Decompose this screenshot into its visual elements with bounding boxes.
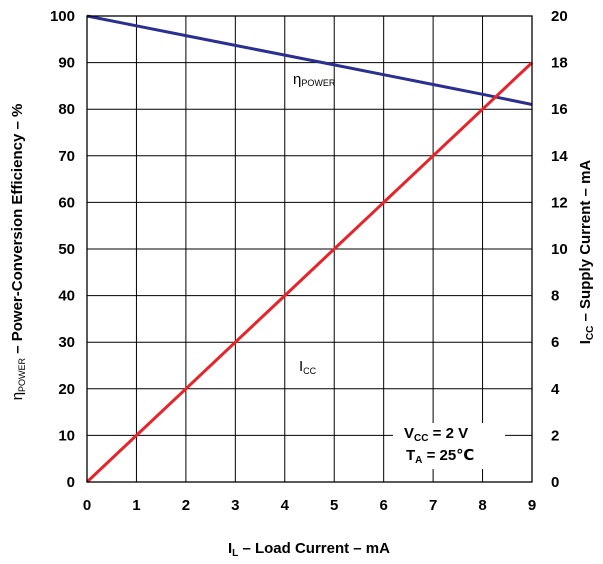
y-right-tick-label: 6	[551, 334, 559, 351]
y-left-tick-label: 30	[58, 334, 75, 351]
y-left-tick-label: 10	[58, 427, 75, 444]
y-right-axis-title: ICC – Supply Current – mA	[577, 160, 596, 345]
x-tick-label: 1	[132, 497, 140, 514]
y-right-tick-label: 8	[551, 288, 559, 305]
y-right-tick-label: 12	[551, 194, 568, 211]
y-right-tick-labels: 0 2 4 6 8 10 12 14 16 18 20	[551, 8, 568, 491]
x-tick-label: 9	[528, 497, 536, 514]
series-label-supply-current: ICC	[299, 358, 317, 376]
x-tick-labels: 0 1 2 3 4 5 6 7 8 9	[83, 497, 536, 514]
y-left-tick-label: 70	[58, 148, 75, 165]
series-line-supply-current	[85, 61, 534, 484]
x-axis-title: IL – Load Current – mA	[228, 540, 390, 559]
condition-ta: TA = 25℃	[406, 447, 474, 466]
x-tick-label: 2	[182, 497, 190, 514]
x-tick-label: 0	[83, 497, 91, 514]
series-lines	[85, 14, 534, 484]
y-right-tick-label: 2	[551, 427, 559, 444]
y-left-tick-label: 80	[58, 101, 75, 118]
y-left-tick-label: 90	[58, 55, 75, 72]
y-right-tick-label: 4	[551, 381, 560, 398]
y-left-tick-label: 100	[50, 8, 75, 25]
y-left-tick-labels: 0 10 20 30 40 50 60 70 80 90 100	[50, 8, 75, 491]
condition-vcc: VCC = 2 V	[404, 425, 468, 444]
x-tick-label: 3	[231, 497, 239, 514]
series-line-efficiency	[86, 14, 533, 106]
y-left-tick-label: 50	[58, 241, 75, 258]
y-right-tick-label: 10	[551, 241, 568, 258]
y-right-tick-label: 20	[551, 8, 568, 25]
y-right-tick-label: 16	[551, 101, 568, 118]
x-tick-label: 8	[478, 497, 486, 514]
y-right-tick-label: 14	[551, 148, 568, 165]
x-tick-label: 6	[379, 497, 387, 514]
y-left-axis-title: ηPOWER – Power-Conversion Efficiency – %	[9, 104, 27, 401]
series-label-efficiency: ηPOWER	[293, 71, 336, 88]
x-tick-label: 5	[330, 497, 338, 514]
y-left-tick-label: 40	[58, 288, 75, 305]
y-left-tick-label: 0	[67, 474, 75, 491]
y-right-tick-label: 18	[551, 55, 568, 72]
plot-frame	[86, 15, 533, 483]
y-left-tick-label: 60	[58, 194, 75, 211]
y-right-tick-label: 0	[551, 474, 559, 491]
conditions-box	[393, 423, 505, 469]
y-left-tick-label: 20	[58, 381, 75, 398]
x-tick-label: 7	[429, 497, 437, 514]
x-tick-label: 4	[281, 497, 290, 514]
